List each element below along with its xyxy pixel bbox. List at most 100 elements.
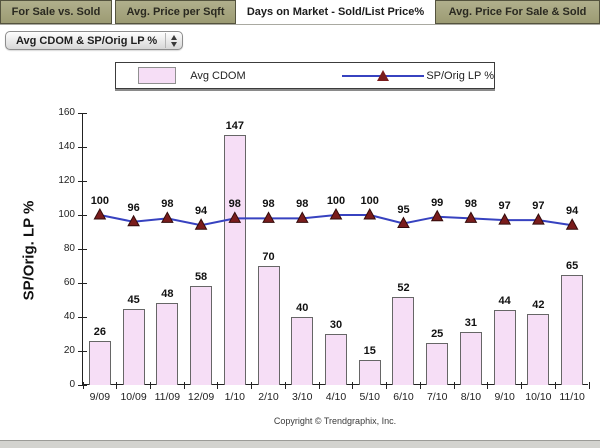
bar-value-label: 26 [93,325,106,338]
x-axis-label: 11/09 [154,391,181,403]
bar-value-label: 58 [194,271,208,284]
y-tick-mark [78,214,87,216]
bar-value-label: 70 [262,251,275,263]
x-tick-mark [352,382,354,389]
triangle-marker-icon [194,218,208,230]
y-tick-mark [78,146,87,148]
bar-value-label: 25 [431,327,444,340]
x-tick-mark [487,382,489,389]
triangle-marker-icon [464,211,478,223]
line-value-label: 94 [194,205,208,218]
x-axis-label: 7/10 [426,391,448,403]
bar-avg-cdom [88,340,111,385]
dropdown-selected-value: Avg CDOM & SP/Orig LP % [16,34,158,47]
x-axis-label: 5/10 [359,391,380,403]
y-tick-label: 140 [58,141,75,152]
line-value-label: 94 [566,205,579,218]
plot-area: 0 20 40 60 80 100 120 140 160 26 9/09 45 10/09 48 11/0… [58,107,590,403]
y-axis-title: SP/Orig. LP % [20,200,38,301]
legend-bar-swatch [138,67,177,84]
x-axis-label: 1/10 [224,391,245,403]
line-value-label: 100 [326,195,346,207]
y-tick-mark [78,180,87,182]
bar-value-label: 48 [161,288,174,301]
x-tick-mark [284,382,286,389]
legend-label-sp-orig-lp: SP/Orig LP % [426,69,494,82]
tab-bar: For Sale vs. Sold Avg. Price per Sqft Days… [0,0,600,25]
triangle-marker-icon [329,207,343,220]
bar-value-label: 42 [532,298,545,311]
x-axis-label: 9/09 [89,391,111,403]
line-value-label: 96 [127,201,140,214]
window-bottom-strip [0,440,600,448]
triangle-marker-icon [127,214,140,227]
line-value-label: 100 [90,195,110,207]
x-axis-label: 6/10 [393,391,414,403]
x-tick-mark [386,382,388,389]
x-tick-mark [149,382,151,389]
y-tick-mark [78,282,87,284]
tab-for-sale-vs-sold[interactable]: For Sale vs. Sold [0,0,112,24]
x-axis-label: 8/10 [460,391,482,403]
line-value-label: 98 [262,198,275,211]
bar-value-label: 30 [329,319,343,331]
y-tick-label: 160 [58,107,75,118]
x-axis-label: 3/10 [292,391,313,403]
line-value-label: 100 [360,195,379,207]
tab-avg-price-per-sqft[interactable]: Avg. Price per Sqft [115,0,236,24]
bar-value-label: 31 [464,317,478,330]
line-value-label: 98 [161,198,174,211]
bar-avg-cdom [358,359,381,385]
triangle-marker-icon [363,207,377,220]
line-value-label: 98 [296,198,309,211]
chart-type-dropdown[interactable]: Avg CDOM & SP/Orig LP % [5,31,184,50]
triangle-marker-icon [295,211,309,223]
x-axis-label: 10/09 [120,391,147,403]
legend-label-avg-cdom: Avg CDOM [190,69,246,82]
chart-legend: Avg CDOM SP/Orig LP % [115,62,495,89]
triangle-marker-icon [93,207,107,220]
y-tick-label: 20 [63,345,75,356]
line-value-label: 99 [431,196,444,209]
y-tick-label: 100 [58,209,75,220]
copyright-text: Copyright © Trendgraphix, Inc. [273,416,397,426]
y-tick-label: 120 [58,175,75,186]
bar-value-label: 65 [566,259,579,272]
y-tick-mark [78,112,87,114]
x-tick-mark [82,382,84,389]
bar-value-label: 15 [363,344,376,357]
bar-value-label: 44 [498,295,511,308]
tab-avg-price-for-sale-sold[interactable]: Avg. Price For Sale & Sold [435,0,600,24]
bar-value-label: 52 [397,281,410,294]
bar-value-label: 45 [127,293,140,306]
bar-avg-cdom [156,303,179,385]
bar-avg-cdom [223,135,246,385]
bar-avg-cdom [190,286,213,385]
triangle-marker-icon [160,211,174,223]
bar-avg-cdom [392,296,415,385]
y-tick-mark [78,248,87,250]
bar-avg-cdom [561,274,584,385]
x-tick-mark [554,382,556,389]
bar-avg-cdom [257,266,280,385]
x-tick-mark [453,382,455,389]
x-tick-mark [217,382,219,389]
triangle-marker-icon [498,213,512,225]
legend-line-marker [341,69,424,82]
bar-avg-cdom [122,308,145,385]
bar-avg-cdom [459,332,482,385]
y-tick-mark [78,350,87,352]
x-axis-label: 12/09 [187,391,215,403]
x-tick-mark [116,382,118,389]
y-tick-label: 60 [63,277,75,288]
x-tick-mark [588,382,590,389]
x-tick-mark [183,382,185,389]
x-tick-mark [419,382,421,389]
triangle-marker-icon [430,209,444,222]
tab-days-on-market-sold-list-price-[interactable]: Days on Market - Sold/List Price% [239,0,432,24]
line-value-label: 98 [228,198,241,211]
y-tick-label: 40 [63,311,75,322]
line-value-label: 95 [397,203,410,216]
bar-avg-cdom [325,334,347,385]
